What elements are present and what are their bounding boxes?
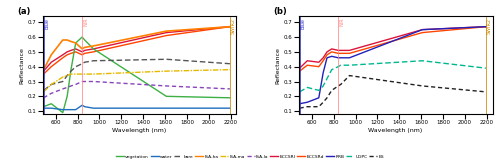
Text: (a): (a): [18, 7, 30, 16]
Text: Blue: Blue: [300, 18, 306, 29]
Text: SWIR2: SWIR2: [231, 18, 236, 34]
X-axis label: Wavelength (nm): Wavelength (nm): [368, 128, 422, 133]
Legend: vegetation, water, bare, ISA-ha, ISA-ma, ISA-la, BCCSRl, BCCSRd, RRB, UGPC, BS: vegetation, water, bare, ISA-ha, ISA-ma,…: [114, 153, 386, 161]
Y-axis label: Reflectance: Reflectance: [276, 47, 281, 84]
Text: NIR: NIR: [83, 18, 88, 26]
Text: (b): (b): [274, 7, 287, 16]
Text: Blue: Blue: [44, 18, 50, 29]
Y-axis label: Reflectance: Reflectance: [20, 47, 24, 84]
Text: NIR: NIR: [339, 18, 344, 26]
X-axis label: Wavelength (nm): Wavelength (nm): [112, 128, 166, 133]
Text: SWIR2: SWIR2: [487, 18, 492, 34]
